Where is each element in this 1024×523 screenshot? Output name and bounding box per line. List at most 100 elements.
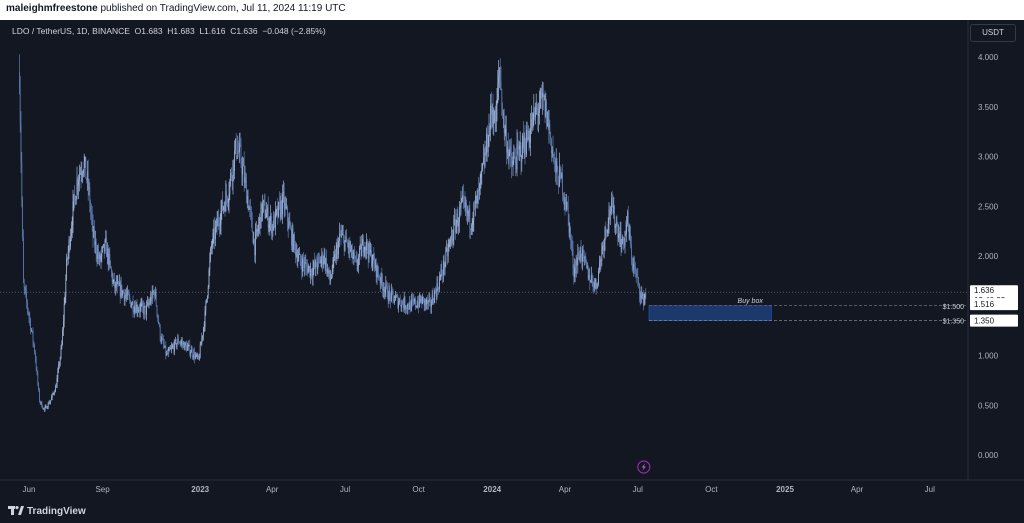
symbol-name[interactable]: LDO / TetherUS, 1D, BINANCE [12, 26, 130, 36]
candle-body [279, 202, 280, 203]
candle-body [423, 297, 424, 299]
candle-body [357, 264, 359, 266]
candle-body [63, 303, 65, 322]
candle-body [498, 76, 499, 83]
candle-body [224, 205, 226, 212]
candle-body [599, 263, 600, 271]
candle-body [577, 253, 579, 265]
candle-body [256, 229, 258, 232]
candle-body [519, 145, 521, 147]
candle-body [163, 339, 164, 345]
candle-body [295, 243, 296, 255]
candle-body [211, 245, 212, 249]
candle-body [303, 258, 304, 264]
candle-body [384, 289, 386, 293]
candle-body [217, 218, 219, 227]
candle-body [75, 197, 77, 205]
candle-body [112, 279, 114, 282]
candle-body [363, 250, 365, 253]
candle-body [305, 262, 307, 263]
candle-body [584, 257, 586, 259]
candle-body [578, 253, 579, 258]
candle-body [599, 259, 601, 264]
candle-body [376, 265, 378, 278]
candle-body [237, 150, 239, 157]
candle-body [636, 273, 638, 277]
tradingview-logo[interactable]: TradingView [8, 506, 86, 517]
candle-body [456, 213, 458, 224]
candle-body [141, 302, 143, 305]
candle-body [160, 339, 162, 342]
candle-body [539, 92, 541, 108]
candle-body [440, 269, 442, 277]
candle-body [523, 137, 525, 149]
candle-body [339, 233, 341, 235]
candle-body [359, 245, 361, 248]
candle-body [171, 346, 173, 348]
candle-body [583, 249, 584, 252]
candle-body [401, 301, 403, 308]
candle-body [491, 105, 492, 115]
candle-body [383, 288, 384, 291]
candle-body [329, 270, 331, 281]
candle-body [235, 138, 236, 151]
candle-body [263, 200, 264, 203]
candle-body [287, 221, 289, 229]
candle-body [137, 310, 139, 312]
candle-body [68, 239, 70, 252]
candle-body [131, 301, 133, 305]
candle-body [553, 155, 555, 158]
candle-body [420, 298, 422, 302]
candle-body [597, 283, 599, 285]
candle-body [596, 283, 598, 289]
candle-body [187, 346, 188, 351]
candle-body [623, 241, 625, 246]
candle-body [493, 121, 495, 125]
buy-box-zone[interactable] [648, 305, 772, 321]
candle-body [67, 258, 68, 260]
candle-body [292, 229, 294, 251]
candle-body [162, 337, 163, 340]
candle-body [564, 199, 566, 205]
candle-body [452, 238, 454, 241]
candle-body [365, 246, 367, 250]
candle-body [342, 234, 343, 235]
candle-body [286, 206, 287, 208]
candle-body [443, 260, 445, 269]
candle-body [323, 261, 324, 265]
candle-body [243, 165, 245, 183]
candle-body [25, 289, 27, 293]
candle-body [459, 207, 460, 223]
candle-body [311, 275, 313, 278]
candle-body [165, 345, 167, 355]
candle-body [243, 165, 244, 167]
symbol-legend: LDO / TetherUS, 1D, BINANCE O1.683 H1.68… [12, 26, 326, 36]
candle-body [146, 304, 147, 315]
candle-body [601, 249, 603, 262]
candle-body [455, 223, 457, 233]
candle-body [481, 169, 483, 172]
candle-body [223, 205, 225, 207]
candle-body [222, 200, 223, 211]
candle-body [119, 282, 120, 286]
candle-body [70, 236, 71, 247]
candle-body [407, 303, 409, 308]
candle-body [563, 195, 564, 200]
candle-body [318, 257, 319, 258]
candle-body [26, 292, 27, 302]
candle-body [488, 125, 490, 147]
candle-body [549, 123, 551, 133]
candle-body [267, 207, 269, 228]
candle-body [59, 357, 61, 365]
candle-body [33, 342, 35, 346]
candle-body [404, 297, 406, 309]
candle-body [59, 364, 60, 366]
candle-body [252, 232, 254, 244]
candle-body [435, 291, 437, 297]
author-name[interactable]: maleighmfreestone [6, 3, 98, 14]
candle-body [417, 302, 419, 308]
candle-body [57, 371, 59, 379]
time-tick-label: Oct [412, 485, 425, 494]
currency-button[interactable]: USDT [970, 24, 1016, 42]
price-chart[interactable]: Buy box $1.500 $1.350 4.000 3.500 3.000 2.500… [0, 20, 1024, 501]
